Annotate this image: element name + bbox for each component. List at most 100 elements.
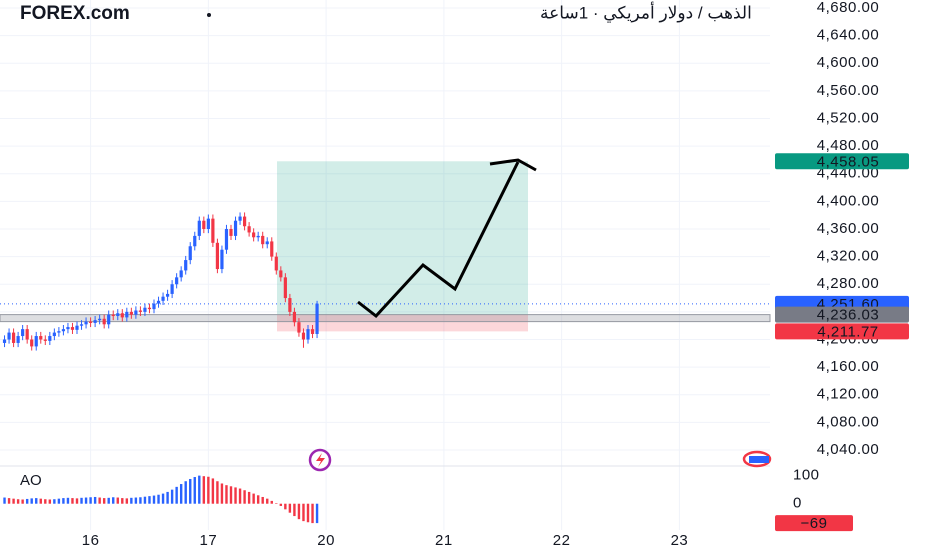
target-zone	[277, 161, 528, 315]
candle-body	[283, 277, 287, 299]
ao-last-label: −69	[801, 515, 828, 532]
candle-body	[116, 313, 120, 317]
ao-bar	[112, 497, 115, 504]
candle-body	[2, 339, 7, 343]
ao-bar	[266, 498, 269, 504]
ao-bar	[229, 486, 233, 504]
position-tool[interactable]	[0, 161, 771, 332]
candle-body	[16, 336, 20, 343]
candle-body	[170, 284, 174, 294]
ao-bar	[71, 498, 74, 504]
candle-body	[261, 235, 265, 245]
candle-body	[215, 242, 220, 270]
dividend-icon[interactable]	[742, 450, 772, 468]
ao-bar	[175, 486, 178, 504]
ao-bar	[234, 487, 237, 504]
entry-band	[0, 314, 771, 323]
ao-bar	[243, 490, 246, 504]
ao-bar	[202, 476, 206, 504]
ao-bar	[148, 496, 151, 504]
candle-body	[138, 310, 143, 312]
symbol-title: الذهب / دولار أمريكي · 1ساعة	[540, 1, 752, 23]
ao-bar	[311, 503, 314, 524]
plot	[2, 212, 319, 524]
ao-bar	[25, 498, 29, 504]
candle-body	[265, 241, 269, 245]
candle-body	[98, 318, 102, 321]
price-label: 4,236.03	[817, 307, 879, 324]
ao-bar	[225, 485, 228, 504]
candle-body	[134, 310, 138, 315]
ao-bar	[125, 498, 129, 504]
ao-bar	[84, 497, 88, 504]
candle-body	[39, 336, 43, 340]
ao-bar	[293, 503, 296, 517]
ao-bar	[57, 498, 61, 504]
ao-bar	[93, 496, 97, 504]
candle-body	[11, 332, 16, 343]
candle-body	[7, 332, 11, 340]
ao-bar	[121, 498, 124, 504]
ao-bar	[21, 499, 24, 504]
candle-body	[238, 216, 242, 221]
candle-body	[310, 329, 315, 334]
ao-bar	[179, 484, 183, 504]
candle-body	[274, 256, 278, 271]
candle-body	[57, 331, 61, 333]
candle-body	[161, 296, 165, 301]
candle-body	[48, 336, 52, 341]
candle-body	[175, 277, 179, 285]
candle-body	[206, 218, 210, 229]
y-tick-label: 4,640.00	[817, 27, 879, 44]
x-tick-label: 21	[435, 532, 453, 549]
candle-body	[43, 339, 47, 341]
x-tick-label: 22	[553, 532, 571, 549]
candle-body	[193, 235, 197, 247]
candle-body	[79, 324, 84, 326]
candle-body	[247, 226, 251, 233]
y-tick-label: 4,520.00	[817, 109, 879, 126]
candle-body	[202, 220, 206, 229]
candle-body	[288, 298, 292, 312]
x-tick-label: 16	[82, 532, 100, 549]
ao-bar	[279, 503, 283, 506]
header: FOREX.com الذهب / دولار أمريكي · 1ساعة	[20, 1, 752, 24]
ao-bar	[48, 499, 52, 504]
ao-bar	[16, 499, 20, 504]
ao-bar	[275, 503, 278, 504]
x-tick-label: 17	[200, 532, 218, 549]
ao-bar	[216, 481, 219, 504]
y-tick-label: 4,080.00	[817, 413, 879, 430]
ao-bar	[261, 496, 264, 504]
ao-bar	[3, 497, 6, 504]
candle-body	[30, 339, 34, 347]
ao-bar	[62, 498, 65, 504]
y-tick-label: 4,280.00	[817, 275, 879, 292]
y-tick-label: 4,600.00	[817, 54, 879, 71]
ao-bar	[297, 503, 301, 520]
candle-body	[188, 246, 192, 261]
y-tick-label: 4,360.00	[817, 220, 879, 237]
symbol-source: FOREX.com	[20, 3, 130, 24]
ao-bar	[211, 478, 215, 504]
x-tick-label: 23	[671, 532, 689, 549]
candle-body	[224, 229, 229, 250]
indicator-name: AO	[20, 472, 42, 489]
ao-bar	[89, 497, 92, 504]
candle-body	[152, 303, 156, 310]
ao-bar	[152, 495, 156, 504]
candle-body	[61, 329, 66, 332]
ao-bar	[220, 483, 224, 504]
ao-bar	[98, 497, 101, 504]
price-label-box	[775, 306, 909, 323]
ao-bar	[198, 475, 201, 504]
event-icon[interactable]	[308, 448, 332, 472]
forecast-path[interactable]	[357, 161, 520, 319]
y-tick-label: 4,560.00	[817, 82, 879, 99]
ao-bar	[315, 503, 319, 524]
ao-bar	[306, 503, 310, 523]
ao-bar	[35, 498, 38, 504]
candle-body	[34, 336, 38, 347]
candle-body	[88, 321, 93, 323]
candle-body	[143, 307, 147, 312]
